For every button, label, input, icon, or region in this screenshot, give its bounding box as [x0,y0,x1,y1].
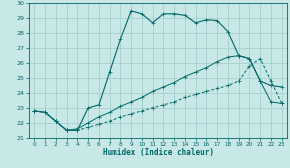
X-axis label: Humidex (Indice chaleur): Humidex (Indice chaleur) [103,148,213,157]
